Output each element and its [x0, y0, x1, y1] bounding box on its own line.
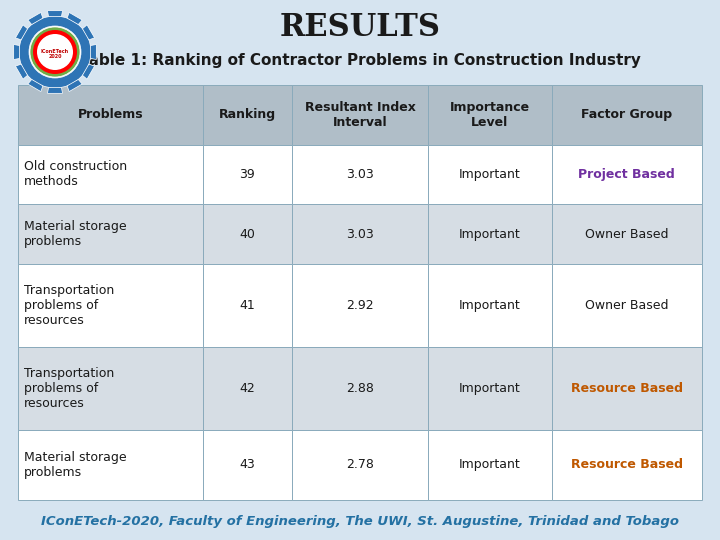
- Text: Material storage
problems: Material storage problems: [24, 451, 127, 479]
- FancyBboxPatch shape: [552, 204, 702, 264]
- FancyBboxPatch shape: [203, 430, 292, 500]
- Text: 2.78: 2.78: [346, 458, 374, 471]
- Text: 2.92: 2.92: [346, 299, 374, 312]
- Text: Resource Based: Resource Based: [571, 458, 683, 471]
- FancyBboxPatch shape: [428, 430, 552, 500]
- FancyBboxPatch shape: [18, 430, 203, 500]
- FancyBboxPatch shape: [552, 145, 702, 204]
- Text: Important: Important: [459, 168, 521, 181]
- Polygon shape: [15, 64, 27, 79]
- Text: Resultant Index
Interval: Resultant Index Interval: [305, 101, 415, 129]
- FancyBboxPatch shape: [203, 204, 292, 264]
- Text: Ranking: Ranking: [219, 109, 276, 122]
- Text: RESULTS: RESULTS: [279, 12, 441, 44]
- Circle shape: [19, 16, 91, 88]
- FancyBboxPatch shape: [428, 145, 552, 204]
- Polygon shape: [83, 25, 94, 40]
- Text: IConETech
2020: IConETech 2020: [41, 49, 69, 59]
- Text: Factor Group: Factor Group: [581, 109, 672, 122]
- Polygon shape: [91, 44, 96, 59]
- Text: 43: 43: [239, 458, 255, 471]
- FancyBboxPatch shape: [203, 145, 292, 204]
- Text: 3.03: 3.03: [346, 168, 374, 181]
- Polygon shape: [48, 11, 63, 17]
- Polygon shape: [67, 79, 82, 92]
- FancyBboxPatch shape: [292, 85, 428, 145]
- Text: 41: 41: [239, 299, 255, 312]
- FancyBboxPatch shape: [203, 264, 292, 347]
- Circle shape: [37, 34, 73, 70]
- Polygon shape: [67, 12, 82, 24]
- Text: Important: Important: [459, 299, 521, 312]
- Text: Owner Based: Owner Based: [585, 299, 668, 312]
- Polygon shape: [28, 12, 43, 24]
- Polygon shape: [28, 79, 43, 92]
- FancyBboxPatch shape: [552, 347, 702, 430]
- FancyBboxPatch shape: [292, 347, 428, 430]
- Polygon shape: [14, 44, 19, 59]
- FancyBboxPatch shape: [428, 264, 552, 347]
- Circle shape: [33, 30, 77, 74]
- Text: Resource Based: Resource Based: [571, 382, 683, 395]
- FancyBboxPatch shape: [292, 204, 428, 264]
- FancyBboxPatch shape: [18, 264, 203, 347]
- Text: 42: 42: [239, 382, 255, 395]
- FancyBboxPatch shape: [428, 204, 552, 264]
- Text: Important: Important: [459, 382, 521, 395]
- FancyBboxPatch shape: [292, 145, 428, 204]
- Polygon shape: [48, 87, 63, 93]
- Text: Important: Important: [459, 228, 521, 241]
- Polygon shape: [83, 64, 94, 79]
- FancyBboxPatch shape: [428, 347, 552, 430]
- Text: Transportation
problems of
resources: Transportation problems of resources: [24, 284, 114, 327]
- FancyBboxPatch shape: [18, 85, 203, 145]
- FancyBboxPatch shape: [552, 264, 702, 347]
- Text: Transportation
problems of
resources: Transportation problems of resources: [24, 367, 114, 410]
- Text: 2.88: 2.88: [346, 382, 374, 395]
- Text: IConETech-2020, Faculty of Engineering, The UWI, St. Augustine, Trinidad and Tob: IConETech-2020, Faculty of Engineering, …: [41, 516, 679, 529]
- Polygon shape: [15, 25, 27, 40]
- FancyBboxPatch shape: [292, 430, 428, 500]
- FancyBboxPatch shape: [552, 430, 702, 500]
- Circle shape: [30, 27, 80, 77]
- Circle shape: [29, 26, 81, 78]
- Text: 3.03: 3.03: [346, 228, 374, 241]
- Text: Importance
Level: Importance Level: [450, 101, 530, 129]
- FancyBboxPatch shape: [552, 85, 702, 145]
- FancyBboxPatch shape: [18, 347, 203, 430]
- Text: Project Based: Project Based: [578, 168, 675, 181]
- Text: 40: 40: [239, 228, 255, 241]
- Text: Old construction
methods: Old construction methods: [24, 160, 127, 188]
- Text: Problems: Problems: [78, 109, 143, 122]
- FancyBboxPatch shape: [18, 204, 203, 264]
- Text: Important: Important: [459, 458, 521, 471]
- FancyBboxPatch shape: [428, 85, 552, 145]
- FancyBboxPatch shape: [203, 85, 292, 145]
- Text: Table 1: Ranking of Contractor Problems in Construction Industry: Table 1: Ranking of Contractor Problems …: [80, 52, 640, 68]
- FancyBboxPatch shape: [203, 347, 292, 430]
- FancyBboxPatch shape: [18, 145, 203, 204]
- Text: 39: 39: [239, 168, 255, 181]
- FancyBboxPatch shape: [292, 264, 428, 347]
- Text: Owner Based: Owner Based: [585, 228, 668, 241]
- Text: Material storage
problems: Material storage problems: [24, 220, 127, 248]
